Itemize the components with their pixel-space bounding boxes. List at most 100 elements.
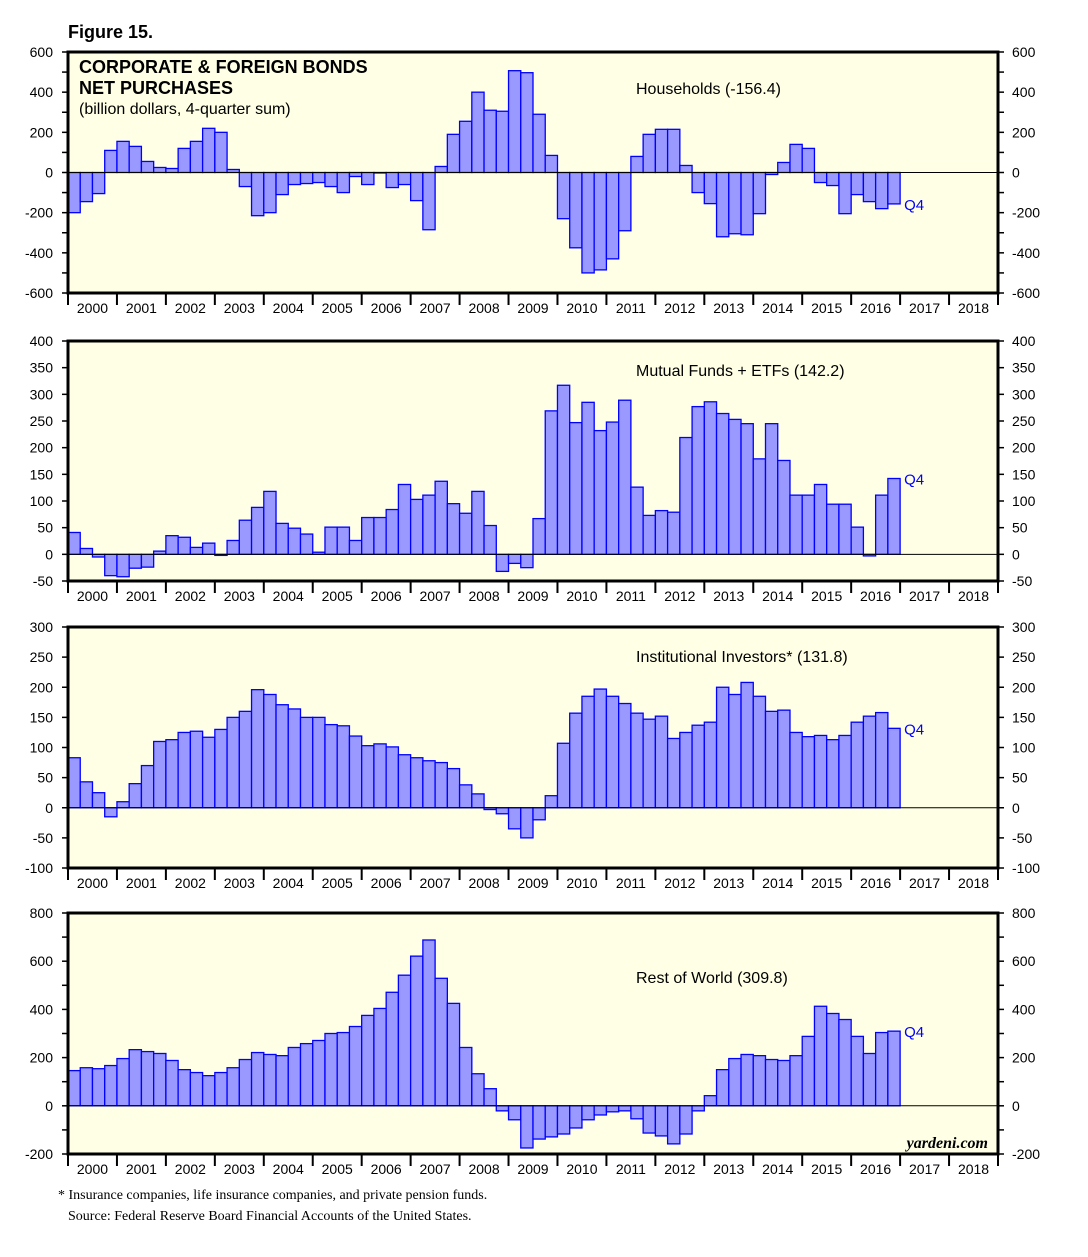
y-tick-label-left: 400 [30, 84, 54, 100]
y-tick-label-right: 0 [1012, 800, 1020, 816]
bar [666, 128, 681, 174]
bar [777, 1059, 791, 1107]
x-tick-label: 2006 [371, 1161, 402, 1177]
end-marker-label: Q4 [904, 197, 924, 214]
bar [728, 1057, 742, 1107]
x-tick-label: 2014 [762, 588, 793, 604]
y-tick-label-left: 100 [30, 493, 54, 509]
bar [666, 1105, 681, 1145]
bar [361, 1014, 375, 1107]
y-tick-label-right: -50 [1012, 573, 1032, 589]
bar [79, 171, 94, 203]
bar [556, 1105, 571, 1135]
bar [299, 716, 314, 809]
bar [874, 171, 889, 210]
bar [324, 1032, 338, 1107]
bar [165, 739, 179, 809]
bar [434, 480, 448, 555]
y-tick-label-right: 350 [1012, 360, 1036, 376]
x-tick-label: 2007 [420, 300, 451, 316]
y-tick-label-left: 0 [45, 800, 53, 816]
bar [214, 728, 228, 809]
bar [189, 546, 204, 555]
bar [887, 171, 901, 205]
y-tick-label-right: 200 [1012, 124, 1036, 140]
bar [887, 477, 901, 555]
x-tick-label: 2001 [126, 875, 157, 891]
bar [67, 531, 81, 555]
y-tick-label-left: 200 [30, 440, 54, 456]
bar [838, 503, 852, 555]
bar [642, 133, 657, 174]
bar [593, 171, 608, 271]
bar [189, 1071, 204, 1107]
y-tick-label-left: 100 [30, 740, 54, 756]
y-tick-label-left: 250 [30, 413, 54, 429]
x-tick-label: 2010 [566, 1161, 597, 1177]
bar [826, 171, 840, 187]
bar [605, 421, 620, 555]
bar [764, 1058, 779, 1107]
bar [532, 1105, 546, 1140]
bar [312, 171, 326, 184]
bar [275, 171, 289, 196]
y-tick-label-left: -50 [33, 573, 53, 589]
y-tick-label-right: 50 [1012, 770, 1028, 786]
bar [618, 171, 632, 232]
bar [887, 1030, 901, 1107]
bar [679, 164, 693, 174]
x-tick-label: 2010 [566, 588, 597, 604]
bar [201, 736, 216, 809]
bar [201, 1075, 216, 1107]
bar [67, 1069, 81, 1107]
x-tick-label: 2005 [322, 300, 353, 316]
bar [397, 483, 412, 555]
x-tick-label: 2013 [713, 300, 744, 316]
bar [850, 526, 865, 555]
brand-watermark: yardeni.com [905, 1135, 988, 1152]
bar [618, 1105, 632, 1112]
bar [532, 807, 546, 821]
bar [140, 160, 155, 174]
x-tick-label: 2013 [713, 875, 744, 891]
x-tick-label: 2000 [77, 1161, 108, 1177]
bar [165, 167, 179, 174]
x-tick-label: 2006 [371, 300, 402, 316]
x-tick-label: 2015 [811, 588, 842, 604]
bar [312, 716, 326, 809]
plot-frame [66, 339, 1000, 583]
y-tick-label-left: -200 [25, 205, 53, 221]
bar [250, 1051, 265, 1107]
bar [165, 1059, 179, 1107]
y-tick-label-left: -100 [25, 860, 53, 876]
y-tick-label-right: 600 [1012, 44, 1036, 60]
bar [434, 165, 448, 174]
bar [128, 145, 143, 174]
bar [312, 1039, 326, 1107]
bar [238, 519, 253, 555]
x-tick-label: 2015 [811, 300, 842, 316]
bar [324, 723, 338, 809]
x-tick-label: 2003 [224, 1161, 255, 1177]
panel-3: 300 300 250 250 200 200 150 150 100 100 50 50 0 0 -50 -… [25, 619, 1040, 891]
bar [250, 171, 265, 217]
x-tick-label: 2001 [126, 1161, 157, 1177]
bar [104, 1064, 118, 1107]
bar [789, 731, 803, 809]
bar [520, 72, 534, 174]
bar [116, 140, 130, 174]
bar [569, 421, 583, 555]
y-tick-label-right: 300 [1012, 619, 1036, 635]
y-tick-label-left: -200 [25, 1146, 53, 1162]
x-tick-label: 2000 [77, 875, 108, 891]
y-tick-label-right: 400 [1012, 84, 1036, 100]
bar [287, 527, 302, 555]
bar [434, 761, 448, 809]
bar [336, 171, 351, 194]
x-tick-label: 2016 [860, 300, 891, 316]
bar [715, 686, 730, 809]
end-marker-label: Q4 [904, 721, 924, 738]
bar [446, 503, 461, 555]
